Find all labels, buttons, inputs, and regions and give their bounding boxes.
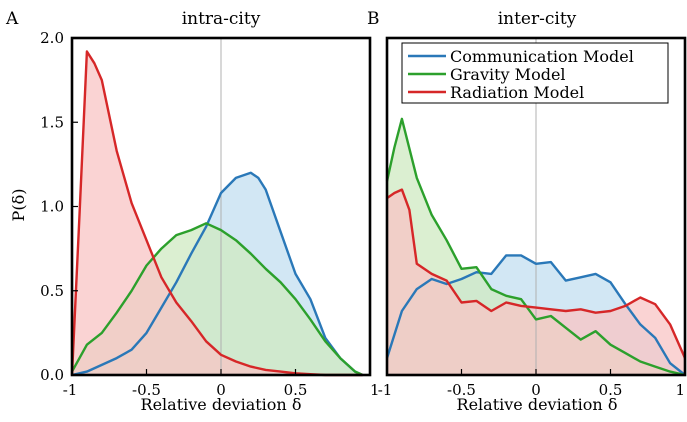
panel-label-a: A	[5, 9, 19, 29]
area-radiation	[72, 51, 363, 375]
line-communication	[385, 254, 686, 376]
y-axis-ticks: 0.0 0.5 1.0 1.5 2.0	[40, 29, 78, 384]
x-axis-ticks: -1 -0.5 0 0.5 1	[63, 369, 380, 399]
y-tick-label: 2.0	[40, 29, 64, 47]
legend-entry-gravity: Gravity Model	[450, 65, 566, 84]
x-axis-label: Relative deviation δ	[141, 395, 302, 414]
y-axis-label: P(δ)	[9, 189, 28, 222]
y-tick-label: 1.5	[40, 113, 64, 131]
panel-inter-city: B inter-city -1 -0.5 0 0.5 1 Communication M…	[367, 9, 687, 414]
area-radiation	[387, 189, 685, 375]
x-tick-label: 1	[370, 381, 380, 399]
panel-label-b: B	[367, 9, 380, 29]
y-tick-label: 0.5	[40, 282, 64, 300]
panel-title-intra-city: intra-city	[182, 9, 261, 29]
x-tick-label: -0.5	[447, 381, 476, 399]
x-tick-label: 0.5	[284, 381, 308, 399]
y-tick-label: 1.0	[40, 198, 64, 216]
x-tick-label: 0.5	[599, 381, 623, 399]
legend-box	[401, 42, 669, 104]
legend: Communication Model Gravity Model Radiat…	[401, 42, 669, 104]
line-communication	[71, 171, 364, 377]
line-gravity	[385, 117, 686, 377]
legend-entry-communication: Communication Model	[450, 47, 634, 66]
line-radiation	[386, 188, 687, 359]
x-tick-label: -0.5	[132, 381, 161, 399]
x-tick-label: -1	[63, 381, 78, 399]
x-axis-ticks: -1 -0.5 0 0.5 1	[378, 369, 686, 399]
x-tick-label: 0	[531, 381, 541, 399]
series-lines	[385, 117, 687, 377]
x-axis-label: Relative deviation δ	[457, 395, 618, 414]
x-tick-label: 0	[216, 381, 226, 399]
line-gravity	[70, 222, 364, 377]
x-tick-label: 1	[675, 381, 685, 399]
y-tick-label: 0.0	[40, 366, 64, 384]
legend-entry-radiation: Radiation Model	[450, 83, 584, 102]
area-fills	[72, 51, 363, 375]
panel-intra-city: A intra-city -1 -0.5 0 0.5 1 0.0 0.5 1.0 1.5 2.0…	[5, 9, 380, 414]
panel-title-inter-city: inter-city	[498, 9, 577, 29]
x-tick-label: -1	[378, 381, 393, 399]
